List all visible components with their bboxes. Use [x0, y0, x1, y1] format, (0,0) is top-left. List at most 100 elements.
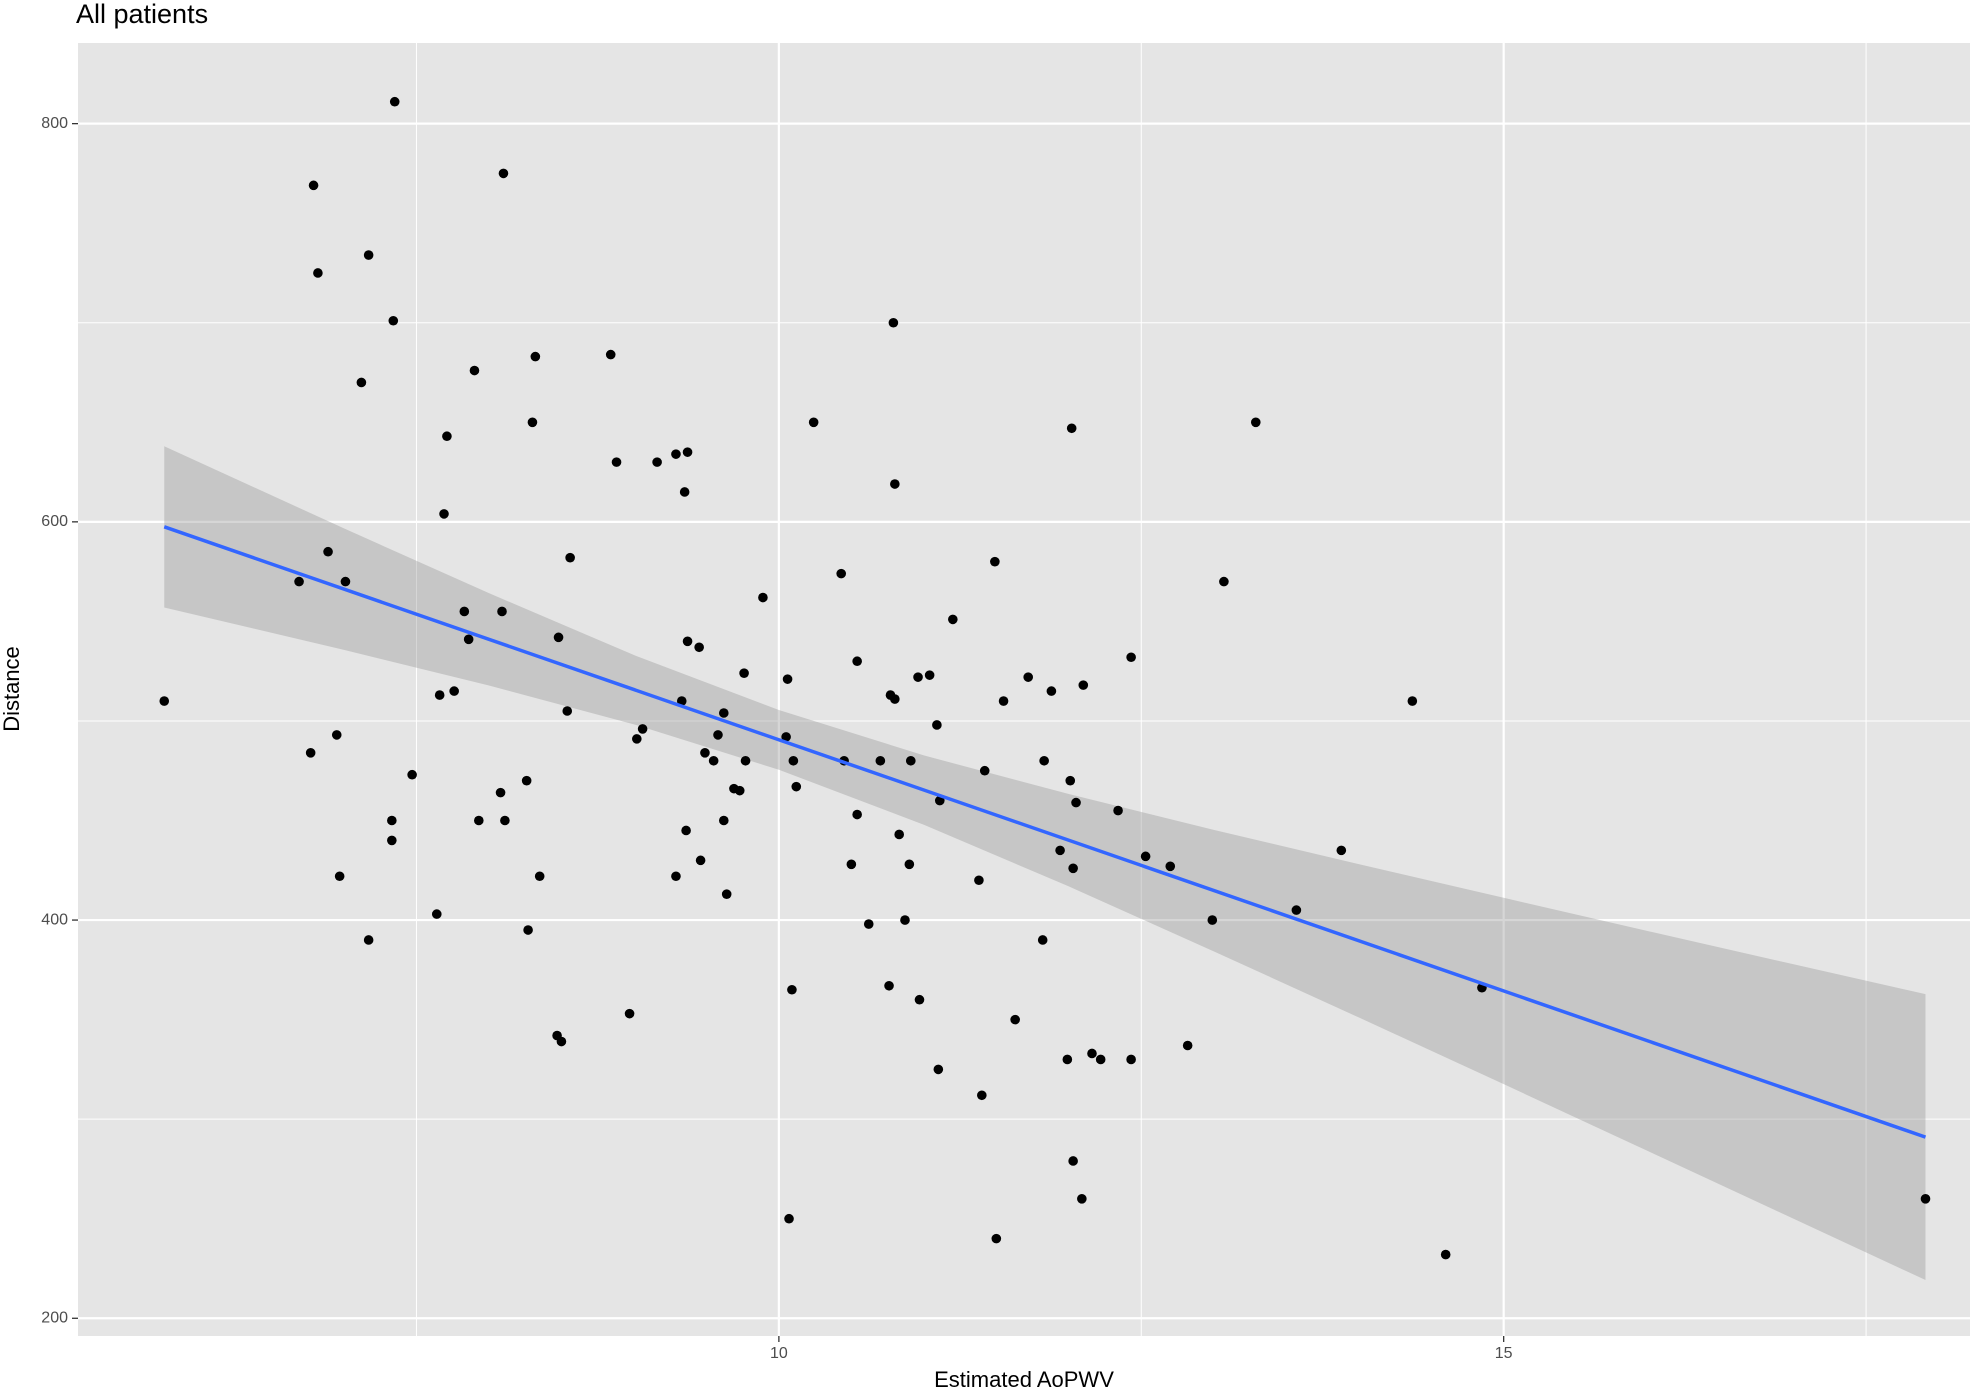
data-point	[924, 670, 935, 680]
data-point	[808, 417, 819, 428]
data-point	[1250, 417, 1261, 428]
data-point	[671, 871, 681, 882]
plot-panel	[78, 43, 1970, 1336]
data-point	[605, 349, 616, 360]
data-point	[474, 815, 484, 826]
data-point	[495, 787, 506, 798]
data-point	[676, 696, 687, 706]
data-point	[932, 720, 942, 730]
data-point	[534, 871, 545, 882]
y-tick-label: 200	[41, 1309, 68, 1326]
data-point	[1126, 1054, 1136, 1065]
data-point	[308, 180, 319, 191]
data-point	[389, 96, 400, 107]
data-point	[884, 980, 894, 991]
data-point	[852, 656, 862, 667]
data-point	[758, 592, 768, 603]
data-point	[407, 769, 417, 780]
data-point	[905, 755, 916, 766]
data-point	[1023, 672, 1034, 682]
confidence-band	[164, 446, 1926, 1281]
data-point	[1066, 423, 1077, 434]
data-point	[1078, 680, 1089, 690]
data-point	[459, 606, 470, 617]
data-point	[449, 686, 459, 696]
data-point	[553, 632, 564, 643]
data-point	[846, 859, 857, 870]
data-point	[1046, 686, 1057, 696]
data-point	[387, 835, 397, 846]
data-point	[679, 487, 690, 497]
data-point	[624, 1008, 635, 1019]
data-point	[1113, 805, 1123, 816]
data-point	[1440, 1249, 1451, 1260]
data-point	[159, 696, 170, 706]
data-point	[991, 1233, 1002, 1244]
x-tick-label: 15	[1495, 1345, 1513, 1362]
data-point	[1207, 915, 1218, 925]
data-point	[708, 755, 719, 766]
regression-line	[163, 525, 1927, 1139]
data-point	[1068, 863, 1078, 874]
data-point	[1065, 775, 1076, 786]
data-point	[948, 614, 958, 625]
data-point	[439, 509, 449, 519]
data-point	[875, 755, 886, 766]
data-point	[442, 431, 452, 442]
data-point	[791, 781, 802, 792]
data-point	[331, 730, 342, 740]
data-point	[562, 706, 573, 716]
data-point	[1095, 1054, 1106, 1065]
data-point	[334, 871, 345, 882]
data-point	[652, 457, 662, 467]
x-tick-label: 10	[770, 1345, 788, 1362]
data-point	[979, 765, 990, 776]
data-point	[852, 809, 862, 820]
data-point	[782, 674, 793, 684]
data-point	[721, 889, 732, 899]
data-point	[1037, 935, 1048, 945]
data-point	[431, 909, 442, 919]
data-point	[894, 829, 904, 840]
data-point	[1140, 851, 1151, 862]
data-point	[469, 365, 480, 376]
data-point	[363, 250, 374, 260]
data-point	[611, 457, 622, 467]
data-point	[387, 815, 397, 826]
data-point	[521, 775, 532, 786]
data-point	[632, 734, 642, 744]
data-point	[565, 552, 575, 563]
data-point	[1336, 845, 1347, 856]
data-point	[1087, 1048, 1097, 1059]
data-point	[695, 855, 706, 866]
data-point	[1291, 905, 1302, 915]
chart-title: All patients	[76, 0, 208, 29]
data-point	[734, 785, 745, 796]
data-point	[904, 859, 915, 870]
data-point	[637, 724, 648, 734]
data-point	[1010, 1014, 1020, 1025]
data-point	[713, 730, 723, 740]
y-tick-label: 600	[41, 513, 68, 530]
data-point	[787, 984, 797, 995]
data-point	[700, 748, 710, 758]
data-point	[527, 417, 538, 428]
data-point	[1062, 1054, 1073, 1065]
data-point	[1407, 696, 1418, 706]
data-point	[694, 642, 704, 653]
data-point	[1920, 1194, 1931, 1204]
data-point	[1165, 861, 1176, 872]
data-point	[990, 556, 1000, 567]
data-point	[323, 546, 333, 557]
data-point	[998, 696, 1009, 706]
data-point	[340, 576, 351, 587]
data-point	[497, 606, 507, 617]
data-point	[1219, 576, 1229, 587]
data-point	[740, 755, 751, 766]
data-point	[1077, 1194, 1087, 1204]
data-point	[900, 915, 910, 925]
data-point	[933, 1064, 944, 1075]
data-point	[1055, 845, 1065, 856]
y-axis-label: Distance	[0, 646, 24, 732]
